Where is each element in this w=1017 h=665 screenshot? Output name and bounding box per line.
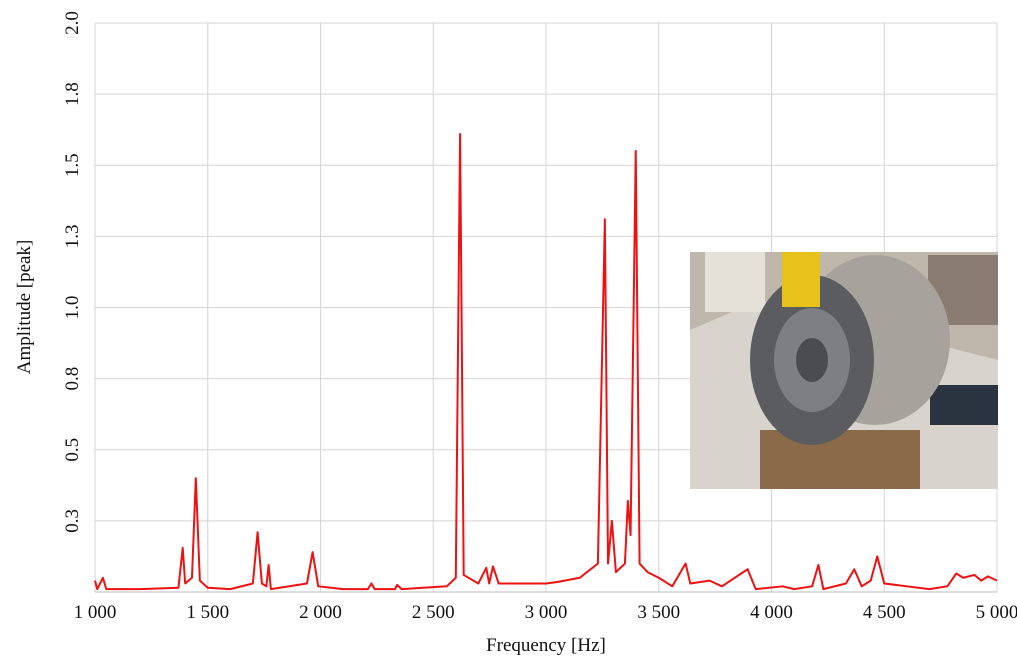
photo-wall xyxy=(705,252,765,312)
y-tick-label: 1.3 xyxy=(62,225,83,249)
x-tick-label: 5 000 xyxy=(976,602,1017,623)
y-axis-title: Amplitude [peak] xyxy=(14,240,35,375)
y-tick-label: 0.3 xyxy=(62,509,83,533)
x-tick-label: 3 500 xyxy=(637,602,680,623)
data-line xyxy=(94,132,998,591)
photo-hub xyxy=(796,338,828,382)
x-tick-label: 1 000 xyxy=(74,602,117,623)
x-tick-label: 1 500 xyxy=(186,602,229,623)
y-tick-label: 2.0 xyxy=(62,11,83,35)
y-tick-label: 0.8 xyxy=(62,367,83,391)
x-tick-label: 2 500 xyxy=(412,602,455,623)
photo-pallet xyxy=(760,430,920,489)
x-tick-label: 4 000 xyxy=(750,602,793,623)
x-tick-label: 2 000 xyxy=(299,602,342,623)
y-tick-label: 1.0 xyxy=(62,296,83,320)
y-tick-label: 1.5 xyxy=(62,153,83,177)
photo-strap xyxy=(782,252,820,307)
y-tick-label: 1.8 xyxy=(62,82,83,106)
x-tick-label: 4 500 xyxy=(863,602,906,623)
inset-photo xyxy=(690,252,998,489)
x-axis-title: Frequency [Hz] xyxy=(486,635,606,656)
x-tick-label: 3 000 xyxy=(525,602,568,623)
y-tick-label: 0.5 xyxy=(62,438,83,462)
photo-table xyxy=(930,385,998,425)
